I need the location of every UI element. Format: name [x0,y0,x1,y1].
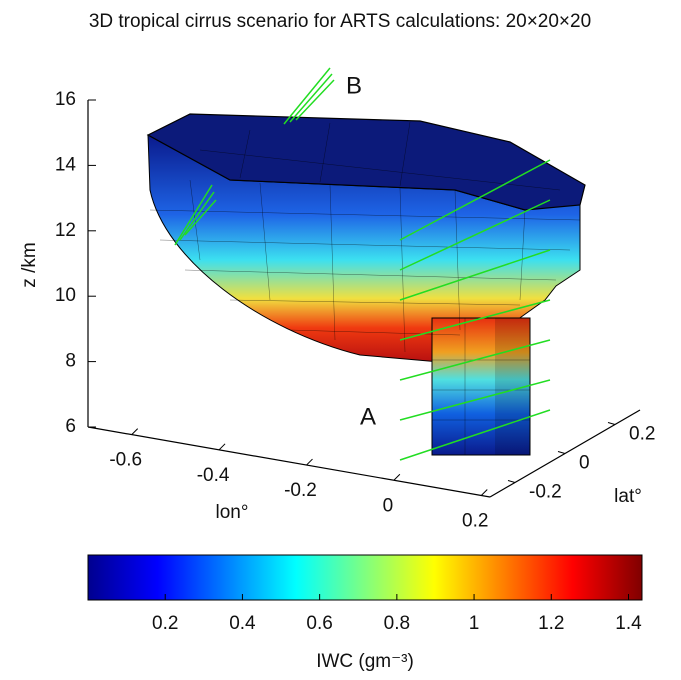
chart-title: 3D tropical cirrus scenario for ARTS cal… [89,11,591,32]
colorbar-tick-label: 0.8 [384,613,410,634]
y-tick-label: -0.2 [529,482,562,503]
x-tick-label: 0.2 [462,510,488,531]
y-tick-label: 0 [579,453,590,474]
ray-paths [174,67,551,461]
z-tick-label: 10 [55,285,76,306]
colorbar-label: IWC (gm⁻³) [316,651,414,672]
z-tick-label: 16 [55,89,76,110]
colorbar-tick-label: 0.4 [229,613,256,634]
z-tick-label: 12 [55,220,76,241]
y-label: lat° [614,486,642,507]
x-tick [480,489,488,496]
annotation: A [360,403,376,430]
y-tick-label: 0.2 [629,424,655,445]
colorbar-tick-label: 0.2 [152,613,178,634]
z-tick-label: 8 [65,351,76,372]
colorbar-tick-label: 1 [469,613,480,634]
x-tick-label: -0.2 [284,480,317,501]
z-label: z /km [19,242,40,287]
x-label: lon° [216,502,249,523]
z-tick-label: 14 [55,154,77,175]
x-tick-label: -0.4 [197,465,230,486]
x-tick [218,443,226,451]
y-tick [607,422,616,425]
y-tick [507,480,516,483]
colorbar [87,554,643,601]
x-tick [393,473,401,481]
colorbar-tick-label: 0.6 [306,613,332,634]
x-tick-label: 0 [383,495,394,516]
y-tick [557,451,566,454]
x-tick-label: -0.6 [109,450,142,471]
colorbar-tick-label: 1.4 [615,613,642,634]
annotation: B [346,72,362,99]
colorbar-tick-label: 1.2 [538,613,564,634]
surface [146,113,586,456]
lon-axis [87,426,491,498]
x-tick [131,428,139,435]
z-tick-label: 6 [65,416,76,437]
x-tick [306,458,313,466]
